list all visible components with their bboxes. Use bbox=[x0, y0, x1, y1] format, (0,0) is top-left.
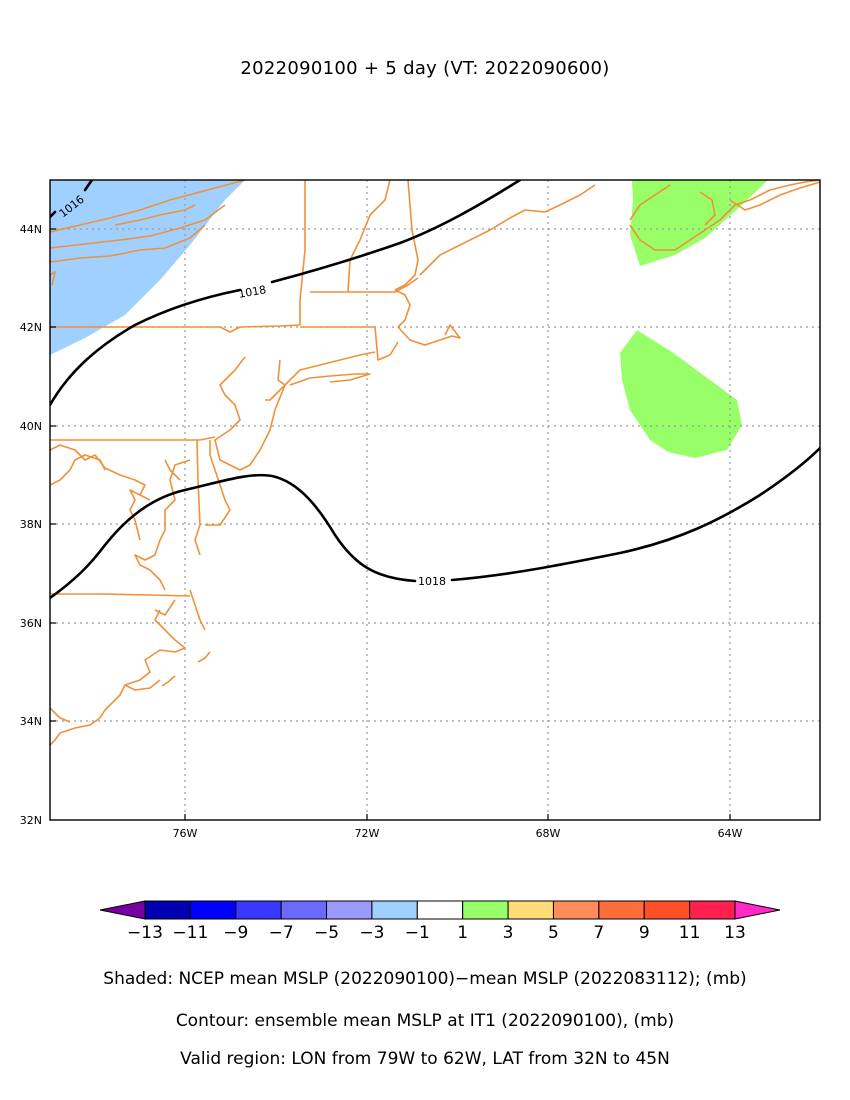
contour-1016 bbox=[50, 180, 94, 219]
colorbar-box bbox=[643, 900, 691, 920]
grid-lines bbox=[50, 180, 820, 820]
contour-1018-north bbox=[50, 180, 522, 407]
positive-anomaly-shading-south bbox=[620, 330, 742, 458]
colorbar-label: −5 bbox=[314, 923, 339, 943]
colorbar-label: 3 bbox=[503, 923, 514, 943]
colorbar-box bbox=[235, 900, 282, 920]
y-tick-label-36n: 36N bbox=[20, 617, 42, 630]
y-tick-label-38n: 38N bbox=[20, 518, 42, 531]
colorbar-box bbox=[280, 900, 328, 920]
coastlines-and-borders bbox=[50, 180, 820, 746]
y-tick-label-42n: 42N bbox=[20, 321, 42, 334]
colorbar-box bbox=[689, 900, 736, 920]
y-tick-label-40n: 40N bbox=[20, 420, 42, 433]
colorbar-label: 5 bbox=[548, 923, 559, 943]
colorbar-box bbox=[371, 900, 418, 920]
mslp-contours bbox=[50, 180, 820, 600]
colorbar-high-extend-triangle bbox=[734, 900, 781, 920]
region-caption: Valid region: LON from 79W to 62W, LAT f… bbox=[180, 1049, 670, 1069]
contour-label-1018-north: 1018 bbox=[237, 283, 267, 301]
map-title: 2022090100 + 5 day (VT: 2022090600) bbox=[240, 58, 610, 79]
colorbar-label: 9 bbox=[639, 923, 650, 943]
y-tick-label-44n: 44N bbox=[20, 223, 42, 236]
contour-1018-south bbox=[50, 446, 820, 600]
colorbar-box bbox=[144, 900, 191, 920]
colorbar-label: −13 bbox=[127, 923, 163, 943]
colorbar-box bbox=[189, 900, 237, 920]
positive-anomaly-shading-north bbox=[630, 180, 768, 266]
colorbar-box bbox=[552, 900, 600, 920]
colorbar-box bbox=[507, 900, 554, 920]
colorbar-box bbox=[326, 900, 373, 920]
contour-caption: Contour: ensemble mean MSLP at IT1 (2022… bbox=[175, 1011, 675, 1031]
y-tick-label-34n: 34N bbox=[20, 715, 42, 728]
x-tick-label-76w: 76W bbox=[173, 827, 198, 840]
colorbar-label: −7 bbox=[269, 923, 294, 943]
colorbar-label: 11 bbox=[679, 923, 701, 943]
plot-frame bbox=[49, 179, 821, 821]
colorbar-label: −1 bbox=[405, 923, 430, 943]
negative-anomaly-shading bbox=[50, 180, 245, 355]
axis-ticks bbox=[50, 228, 731, 820]
colorbar-label: −9 bbox=[223, 923, 248, 943]
colorbar-label: 13 bbox=[724, 923, 746, 943]
colorbar-label: −3 bbox=[359, 923, 384, 943]
colorbar-box bbox=[416, 900, 464, 920]
x-tick-label-72w: 72W bbox=[355, 827, 380, 840]
contour-label-1018-south: 1018 bbox=[418, 575, 446, 588]
plot-area: 1016 1018 1018 bbox=[50, 180, 820, 820]
colorbar-low-extend-triangle bbox=[99, 900, 146, 920]
colorbar-box bbox=[462, 900, 509, 920]
colorbar: −13 −11 −9 −7 −5 −3 −1 1 3 5 7 9 11 13 bbox=[99, 900, 781, 943]
colorbar-label: 7 bbox=[593, 923, 604, 943]
x-tick-label-64w: 64W bbox=[718, 827, 743, 840]
colorbar-labels: −13 −11 −9 −7 −5 −3 −1 1 3 5 7 9 11 13 bbox=[127, 923, 746, 943]
colorbar-box bbox=[598, 900, 645, 920]
shaded-caption: Shaded: NCEP mean MSLP (2022090100)−mean… bbox=[103, 969, 747, 989]
y-tick-label-32n: 32N bbox=[20, 814, 42, 827]
colorbar-label: 1 bbox=[457, 923, 468, 943]
colorbar-label: −11 bbox=[172, 923, 208, 943]
x-tick-label-68w: 68W bbox=[536, 827, 561, 840]
colorbar-boxes bbox=[144, 900, 736, 920]
